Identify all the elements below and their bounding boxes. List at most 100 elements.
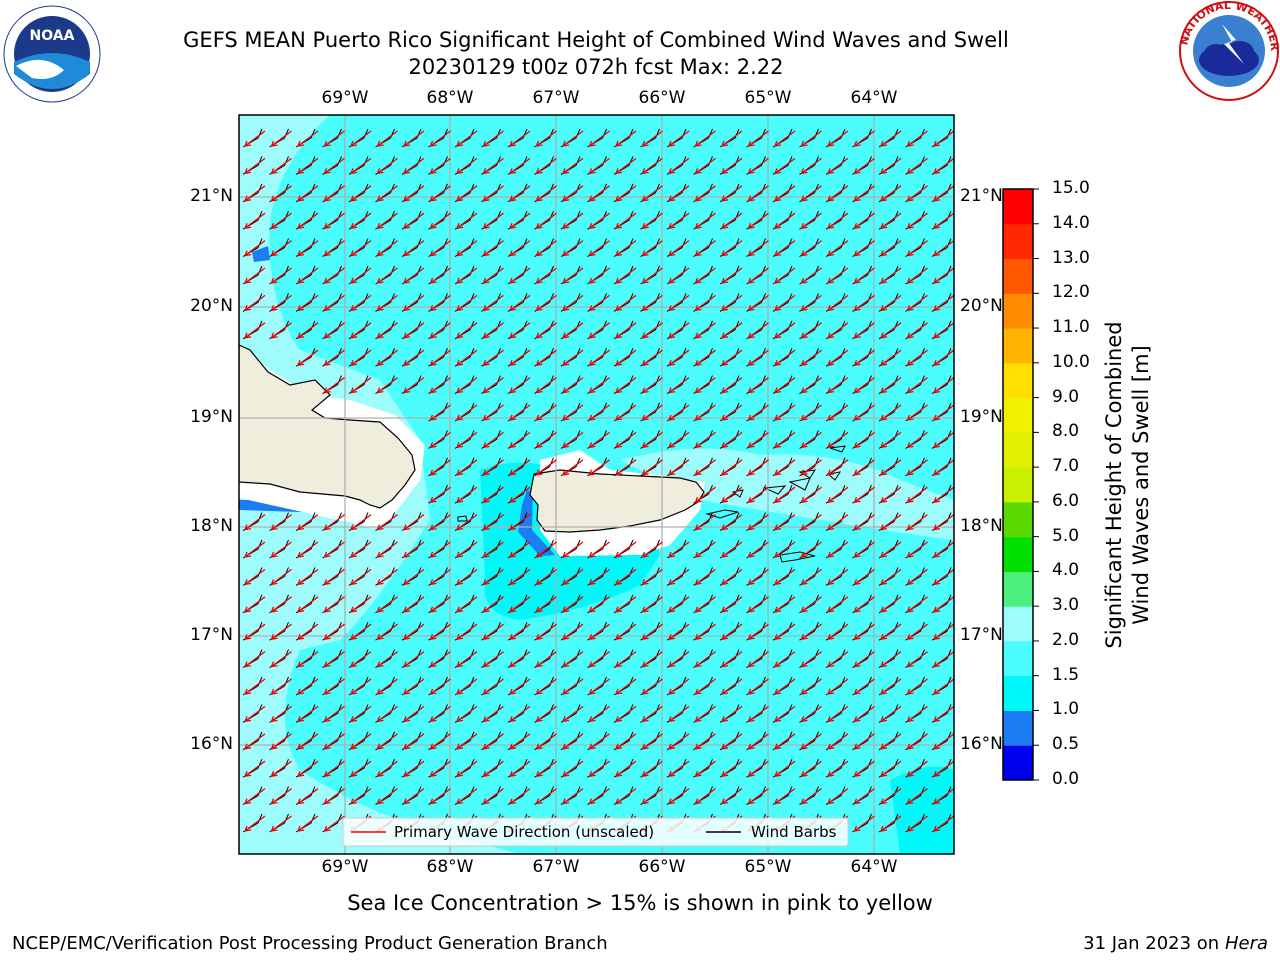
wave-direction-arrow: [270, 322, 292, 339]
lat-label-left: 19°N: [190, 407, 233, 427]
wave-direction-arrow: [933, 431, 954, 449]
wave-direction-arrow: [350, 130, 372, 147]
wave-direction-arrow: [482, 459, 504, 476]
wave-direction-arrow: [800, 459, 822, 476]
wave-direction-arrow: [668, 678, 690, 695]
wave-direction-arrow: [509, 404, 531, 421]
wave-direction-arrow: [668, 541, 690, 558]
wave-direction-arrow: [509, 431, 531, 449]
wave-direction-arrow: [509, 349, 531, 366]
wave-direction-arrow: [721, 212, 743, 229]
lat-label-right: 21°N: [960, 186, 1003, 206]
wave-direction-arrow: [694, 349, 716, 366]
wave-direction-arrow: [588, 431, 610, 449]
lat-label-right: 19°N: [960, 407, 1003, 427]
wave-direction-arrow: [323, 705, 345, 723]
wave-direction-arrow: [800, 185, 822, 202]
wave-direction-arrow: [535, 185, 557, 202]
wave-direction-arrow: [906, 760, 928, 777]
wave-direction-arrow: [827, 568, 849, 586]
wave-direction-arrow: [827, 596, 849, 613]
wave-direction-arrow: [482, 240, 504, 257]
wave-direction-arrow: [429, 157, 451, 175]
wave-direction-arrow: [800, 651, 822, 668]
wave-direction-arrow: [535, 322, 557, 339]
wave-direction-arrow: [853, 815, 875, 832]
wave-direction-arrow: [933, 322, 954, 339]
wave-direction-arrow: [588, 377, 610, 394]
wave-direction-arrow: [456, 651, 478, 668]
wave-direction-arrow: [297, 815, 319, 832]
wave-direction-arrow: [880, 788, 902, 805]
wave-direction-arrow: [535, 541, 557, 558]
wave-direction-arrow: [774, 130, 796, 147]
wave-direction-arrow: [535, 431, 557, 449]
wave-direction-arrow: [853, 486, 875, 503]
wave-direction-arrow: [297, 623, 319, 640]
wave-direction-arrow: [323, 349, 345, 366]
wave-direction-arrow: [429, 185, 451, 202]
wave-direction-arrow: [244, 788, 266, 805]
wave-direction-arrow: [350, 623, 372, 640]
wave-direction-arrow: [800, 212, 822, 229]
wave-direction-arrow: [721, 294, 743, 312]
wave-direction-arrow: [482, 760, 504, 777]
wave-direction-arrow: [456, 240, 478, 257]
wave-direction-arrow: [323, 568, 345, 586]
wave-direction-arrow: [906, 404, 928, 421]
lat-label-right: 17°N: [960, 625, 1003, 645]
wave-direction-arrow: [933, 404, 954, 421]
lat-label-right: 18°N: [960, 516, 1003, 536]
wave-direction-arrow: [827, 678, 849, 695]
wave-direction-arrow: [509, 705, 531, 723]
wave-direction-arrow: [774, 760, 796, 777]
wave-direction-arrow: [668, 212, 690, 229]
wave-direction-arrow: [906, 294, 928, 312]
wave-direction-arrow: [641, 568, 663, 586]
wave-direction-arrow: [456, 459, 478, 476]
lon-label-top: 68°W: [426, 88, 474, 108]
wave-direction-arrow: [297, 596, 319, 613]
wave-direction-arrow: [747, 294, 769, 312]
wave-direction-arrow: [456, 568, 478, 586]
wave-direction-arrow: [270, 705, 292, 723]
wave-direction-arrow: [323, 130, 345, 147]
wave-direction-arrow: [323, 651, 345, 668]
wave-direction-arrow: [535, 240, 557, 257]
wave-direction-arrow: [774, 212, 796, 229]
map-legend: Primary Wave Direction (unscaled) Wind B…: [342, 817, 849, 847]
wave-direction-arrow: [721, 705, 743, 723]
colorbar-segment: [1003, 432, 1033, 468]
wave-direction-arrow: [429, 486, 451, 503]
wave-direction-arrow: [853, 431, 875, 449]
wave-direction-arrow: [933, 678, 954, 695]
wave-direction-arrow: [588, 130, 610, 147]
wave-direction-arrow: [297, 157, 319, 175]
wave-direction-arrow: [270, 651, 292, 668]
wave-direction-arrow: [376, 541, 398, 558]
colorbar-label-line2: Wind Waves and Swell [m]: [1129, 345, 1153, 625]
wave-direction-arrow: [853, 240, 875, 257]
wave-direction-arrow: [588, 705, 610, 723]
wave-direction-arrow: [853, 294, 875, 312]
nws-logo-icon: NATIONAL WEATHER SERVICE: [1178, 0, 1280, 101]
wave-direction-arrow: [562, 788, 584, 805]
wave-direction-arrow: [535, 157, 557, 175]
wave-direction-arrow: [244, 568, 266, 586]
wave-direction-arrow: [641, 541, 663, 558]
wave-direction-arrow: [906, 596, 928, 613]
light-wave-region-southwest: [239, 650, 520, 854]
wave-direction-arrow: [933, 267, 954, 284]
chart-subtitle: 20230129 t00z 072h fcst Max: 2.22: [408, 55, 784, 79]
wave-direction-arrow: [376, 157, 398, 175]
wave-direction-arrow: [906, 788, 928, 805]
wave-direction-arrow: [774, 185, 796, 202]
wave-direction-arrow: [615, 760, 637, 777]
wave-direction-arrow: [721, 267, 743, 284]
wave-direction-arrow: [853, 212, 875, 229]
wave-direction-arrow: [615, 212, 637, 229]
wave-direction-arrow: [827, 294, 849, 312]
wave-direction-arrow: [747, 459, 769, 476]
wave-direction-arrow: [482, 705, 504, 723]
wave-direction-arrow: [853, 705, 875, 723]
